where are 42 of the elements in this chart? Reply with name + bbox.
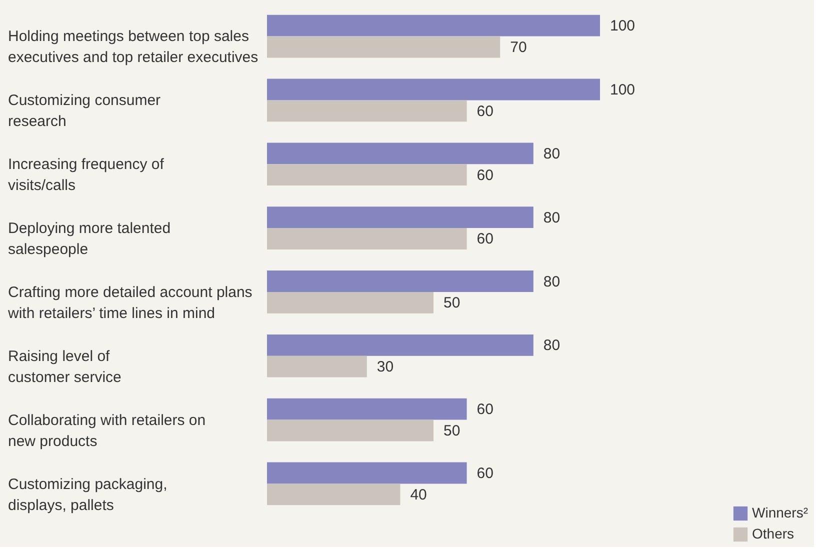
bar [267, 164, 467, 186]
data-label: 50 [444, 422, 460, 440]
data-label: 50 [444, 294, 460, 312]
y-tick-label: Holding meetings between top sales executives and top retailer executives [8, 28, 258, 66]
data-label: 80 [543, 145, 560, 162]
y-tick-label: Customizing packaging, displays, pallets [8, 476, 168, 514]
bar [267, 462, 467, 484]
y-tick-label: Collaborating with retailers on new products [8, 412, 206, 450]
legend-label: Others [752, 526, 794, 542]
bar [267, 270, 534, 292]
bar [267, 420, 434, 442]
bar [267, 228, 467, 250]
data-label: 80 [543, 337, 560, 354]
y-tick-label: Customizing consumer research [8, 92, 161, 130]
bar [267, 142, 534, 164]
data-label: 60 [476, 166, 494, 184]
data-label: 100 [610, 81, 636, 98]
data-label: 60 [476, 465, 494, 482]
data-label: 70 [510, 38, 527, 56]
y-tick-label: Increasing frequency of visits/calls [8, 156, 165, 194]
data-label: 30 [376, 358, 394, 376]
y-tick-label: Crafting more detailed account plans with retailers’ time lines in mind [7, 284, 252, 322]
y-tick-label: Raising level of customer service [8, 348, 122, 386]
bar [267, 14, 600, 36]
bar [267, 484, 400, 506]
bar [267, 100, 467, 122]
bar [267, 292, 434, 314]
bar [267, 206, 534, 228]
bar [267, 334, 534, 356]
bar [267, 36, 500, 58]
data-label: 80 [543, 273, 560, 290]
data-label: 80 [543, 209, 560, 226]
data-label: 100 [610, 18, 636, 35]
data-label: 60 [476, 102, 494, 120]
data-label: 60 [476, 230, 494, 248]
legend-label: Winners² [752, 504, 808, 520]
data-label: 40 [410, 486, 427, 504]
bar [267, 356, 367, 378]
bar [267, 78, 600, 100]
y-tick-label: Deploying more talented salespeople [8, 220, 171, 258]
data-label: 60 [476, 401, 494, 418]
bar [267, 398, 467, 420]
